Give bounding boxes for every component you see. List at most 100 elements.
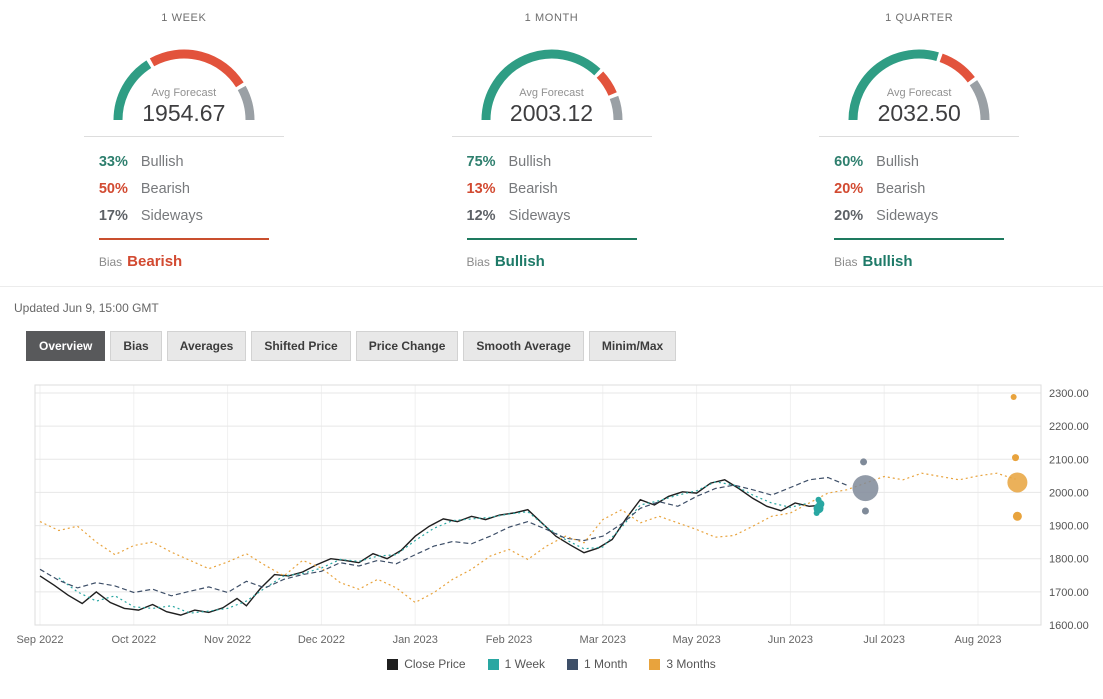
row-bullish: 33% Bullish xyxy=(99,154,269,170)
sideways-label: Sideways xyxy=(508,208,571,224)
forecast-poll-widget: 1 WEEK Avg Forecast 1954.67 33% Bullish 5… xyxy=(0,0,1103,671)
legend-swatch xyxy=(387,658,399,670)
sideways-pct: 17% xyxy=(98,208,128,224)
sentiment-gauge xyxy=(481,49,622,121)
legend-item[interactable]: 3 Months xyxy=(649,657,716,671)
bias-rule xyxy=(466,238,637,240)
row-bearish: 20% Bearish xyxy=(834,181,1004,197)
avg-forecast-value: 2032.50 xyxy=(877,100,961,126)
bearish-pct: 20% xyxy=(834,181,864,197)
avg-forecast-value: 1954.67 xyxy=(142,100,226,126)
tab-overview[interactable]: Overview xyxy=(26,331,106,361)
sentiment-rows: 75% Bullish 13% Bearish 12% Sideways xyxy=(467,143,637,235)
bearish-pct: 13% xyxy=(466,181,496,197)
avg-forecast-label: Avg Forecast xyxy=(151,87,217,99)
panel-1-quarter: 1 QUARTER Avg Forecast 2032.50 60% Bullis… xyxy=(735,12,1103,270)
svg-text:Oct 2022: Oct 2022 xyxy=(111,634,156,646)
bias: Bias Bullish xyxy=(834,253,1004,270)
bullish-label: Bullish xyxy=(508,154,552,170)
svg-text:Feb 2023: Feb 2023 xyxy=(486,634,532,646)
row-sideways: 17% Sideways xyxy=(99,208,269,224)
svg-text:Sep 2022: Sep 2022 xyxy=(16,634,63,646)
tab-bias[interactable]: Bias xyxy=(110,331,162,361)
gauge-wrap: Avg Forecast 2003.12 xyxy=(467,32,637,127)
svg-text:Nov 2022: Nov 2022 xyxy=(204,634,251,646)
bearish-pct: 50% xyxy=(98,181,128,197)
bullish-label: Bullish xyxy=(140,154,184,170)
sentiment-rows: 60% Bullish 20% Bearish 20% Sideways xyxy=(834,143,1004,235)
svg-text:Jan 2023: Jan 2023 xyxy=(393,634,438,646)
tab-price-change[interactable]: Price Change xyxy=(355,331,459,361)
updated-timestamp: Updated Jun 9, 15:00 GMT xyxy=(0,286,1103,315)
bearish-label: Bearish xyxy=(508,181,558,197)
legend-label: 1 Month xyxy=(584,657,628,671)
svg-text:1700.00: 1700.00 xyxy=(1049,587,1089,599)
forecast-panels: 1 WEEK Avg Forecast 1954.67 33% Bullish 5… xyxy=(0,0,1103,270)
bias-label: Bias xyxy=(466,255,490,269)
sideways-pct: 12% xyxy=(466,208,496,224)
svg-text:2000.00: 2000.00 xyxy=(1049,487,1089,499)
svg-text:Dec 2022: Dec 2022 xyxy=(298,634,345,646)
bearish-label: Bearish xyxy=(876,181,926,197)
divider xyxy=(451,136,652,137)
divider xyxy=(83,136,284,137)
chart-legend: Close Price 1 Week 1 Month 3 Months xyxy=(0,657,1103,671)
panel-1-month: 1 MONTH Avg Forecast 2003.12 75% Bullish … xyxy=(368,12,736,270)
svg-text:2100.00: 2100.00 xyxy=(1049,454,1089,466)
chart-tabs: Overview Bias Averages Shifted Price Pri… xyxy=(26,331,1103,361)
row-bullish: 60% Bullish xyxy=(834,154,1004,170)
avg-forecast-value: 2003.12 xyxy=(509,100,594,126)
tab-minim-max[interactable]: Minim/Max xyxy=(588,331,677,361)
legend-item[interactable]: Close Price xyxy=(387,657,466,671)
gauge-center: Avg Forecast 2003.12 xyxy=(467,87,637,127)
tab-averages[interactable]: Averages xyxy=(166,331,247,361)
legend-swatch xyxy=(649,658,661,670)
sentiment-gauge xyxy=(848,49,990,121)
bias-rule xyxy=(98,238,269,240)
bias-label: Bias xyxy=(98,255,123,269)
legend-label: 3 Months xyxy=(666,657,716,671)
bias-value: Bullish xyxy=(862,253,913,270)
forecast-chart[interactable]: Sep 2022 Oct 2022 Nov 2022 Dec 2022 Jan 2023… xyxy=(0,375,1103,655)
panel-1-week: 1 WEEK Avg Forecast 1954.67 33% Bullish 5… xyxy=(0,12,368,270)
svg-text:Jun 2023: Jun 2023 xyxy=(768,634,813,646)
legend-label: 1 Week xyxy=(504,657,546,671)
bullish-pct: 33% xyxy=(98,154,128,170)
avg-forecast-label: Avg Forecast xyxy=(886,87,952,99)
bias: Bias Bullish xyxy=(467,253,637,270)
bias-label: Bias xyxy=(834,255,858,269)
svg-text:1800.00: 1800.00 xyxy=(1049,554,1089,566)
row-bearish: 13% Bearish xyxy=(467,181,637,197)
sideways-pct: 20% xyxy=(834,208,864,224)
tab-shifted-price[interactable]: Shifted Price xyxy=(251,331,351,361)
period-label: 1 QUARTER xyxy=(885,12,954,24)
bullish-pct: 60% xyxy=(834,154,864,170)
sentiment-gauge xyxy=(113,49,255,121)
svg-text:2300.00: 2300.00 xyxy=(1049,388,1089,400)
svg-text:1600.00: 1600.00 xyxy=(1049,620,1089,632)
chart-section: Sep 2022 Oct 2022 Nov 2022 Dec 2022 Jan 2023… xyxy=(0,375,1103,671)
legend-swatch xyxy=(567,658,579,670)
row-sideways: 12% Sideways xyxy=(467,208,637,224)
bullish-label: Bullish xyxy=(876,154,919,170)
svg-text:Aug 2023: Aug 2023 xyxy=(954,634,1001,646)
divider xyxy=(819,136,1020,137)
period-label: 1 MONTH xyxy=(524,12,579,24)
legend-item[interactable]: 1 Week xyxy=(487,657,546,671)
svg-text:Jul 2023: Jul 2023 xyxy=(863,634,905,646)
gauge-wrap: Avg Forecast 1954.67 xyxy=(99,32,269,127)
sideways-label: Sideways xyxy=(140,208,203,224)
bias-value: Bullish xyxy=(494,253,545,270)
avg-forecast-label: Avg Forecast xyxy=(519,87,584,99)
legend-label: Close Price xyxy=(404,657,466,671)
row-bullish: 75% Bullish xyxy=(467,154,637,170)
bearish-label: Bearish xyxy=(140,181,190,197)
row-sideways: 20% Sideways xyxy=(834,208,1004,224)
legend-swatch xyxy=(487,658,499,670)
gauge-center: Avg Forecast 1954.67 xyxy=(99,87,269,127)
tab-smooth-average[interactable]: Smooth Average xyxy=(463,331,584,361)
legend-item[interactable]: 1 Month xyxy=(567,657,627,671)
svg-text:May 2023: May 2023 xyxy=(672,634,720,646)
bullish-pct: 75% xyxy=(466,154,496,170)
bias-value: Bearish xyxy=(127,253,183,270)
